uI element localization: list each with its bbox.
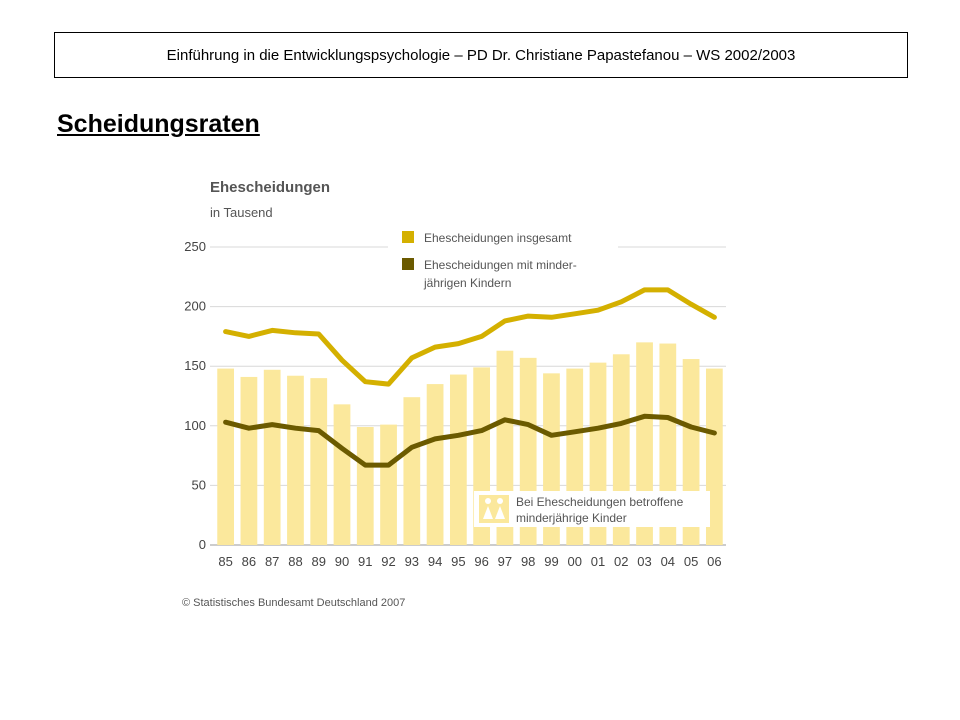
y-tick-label: 100 (184, 418, 206, 433)
slide-title: Scheidungsraten (57, 110, 260, 138)
bar (310, 378, 328, 545)
chart-title: Ehescheidungen (210, 179, 330, 196)
x-tick-label: 89 (311, 554, 325, 569)
bar (287, 375, 304, 545)
children-pictogram-icon (483, 498, 505, 519)
legend: Ehescheidungen insgesamt Ehescheidungen m… (388, 225, 710, 527)
legend-label: Ehescheidungen insgesamt (424, 231, 572, 245)
bar (333, 404, 351, 545)
legend-label: Ehescheidungen mit minder- (424, 258, 577, 272)
bar (356, 426, 374, 545)
y-tick-label: 50 (192, 477, 206, 492)
y-tick-label: 0 (199, 537, 206, 552)
bar (403, 397, 421, 545)
header-text: Einführung in die Entwicklungspsychologi… (166, 46, 796, 64)
x-tick-label: 96 (474, 554, 488, 569)
bar (380, 424, 397, 545)
x-tick-label: 06 (707, 554, 721, 569)
bar (217, 368, 235, 545)
legend-label: minderjährige Kinder (516, 511, 627, 525)
x-tick-label: 00 (567, 554, 581, 569)
bar (449, 374, 467, 545)
y-tick-label: 200 (184, 299, 206, 314)
x-axis: 85 86 87 88 89 90 91 92 93 94 95 96 97 98 99 00 01 02 03 04… (218, 554, 721, 569)
line-total (223, 287, 717, 387)
x-tick-label: 95 (451, 554, 465, 569)
x-tick-label: 93 (405, 554, 419, 569)
bar (705, 368, 723, 545)
legend-box-bars (474, 491, 710, 527)
x-tick-label: 99 (544, 554, 558, 569)
x-tick-label: 97 (498, 554, 512, 569)
x-tick-label: 92 (381, 554, 395, 569)
x-tick-label: 91 (358, 554, 372, 569)
line-with-children (223, 413, 717, 468)
legend-box (388, 225, 618, 297)
x-tick-label: 98 (521, 554, 535, 569)
x-tick-label: 03 (637, 554, 651, 569)
bar (263, 369, 281, 545)
x-tick-label: 05 (684, 554, 698, 569)
source-note: © Statistisches Bundesamt Deutschland 20… (182, 597, 405, 609)
x-tick-label: 88 (288, 554, 302, 569)
legend-swatch (402, 258, 414, 270)
header-box: Einführung in die Entwicklungspsychologi… (54, 32, 908, 78)
x-tick-label: 85 (218, 554, 232, 569)
legend-label: Bei Ehescheidungen betroffene (516, 495, 684, 509)
x-tick-label: 94 (428, 554, 442, 569)
y-tick-label: 250 (184, 239, 206, 254)
y-axis: 0 50 100 150 200 250 (184, 239, 206, 552)
x-tick-label: 02 (614, 554, 628, 569)
chart-subtitle: in Tausend (210, 205, 273, 220)
bar (240, 376, 258, 545)
divorce-chart: Ehescheidungen in Tausend 05010015020025… (182, 179, 726, 609)
lines (223, 287, 717, 468)
x-tick-label: 87 (265, 554, 279, 569)
x-tick-label: 90 (335, 554, 349, 569)
legend-swatch (402, 231, 414, 243)
bar (426, 384, 444, 545)
x-tick-label: 01 (591, 554, 605, 569)
legend-label: jährigen Kindern (423, 276, 511, 290)
x-tick-label: 86 (242, 554, 256, 569)
y-tick-label: 150 (184, 358, 206, 373)
x-tick-label: 04 (661, 554, 675, 569)
